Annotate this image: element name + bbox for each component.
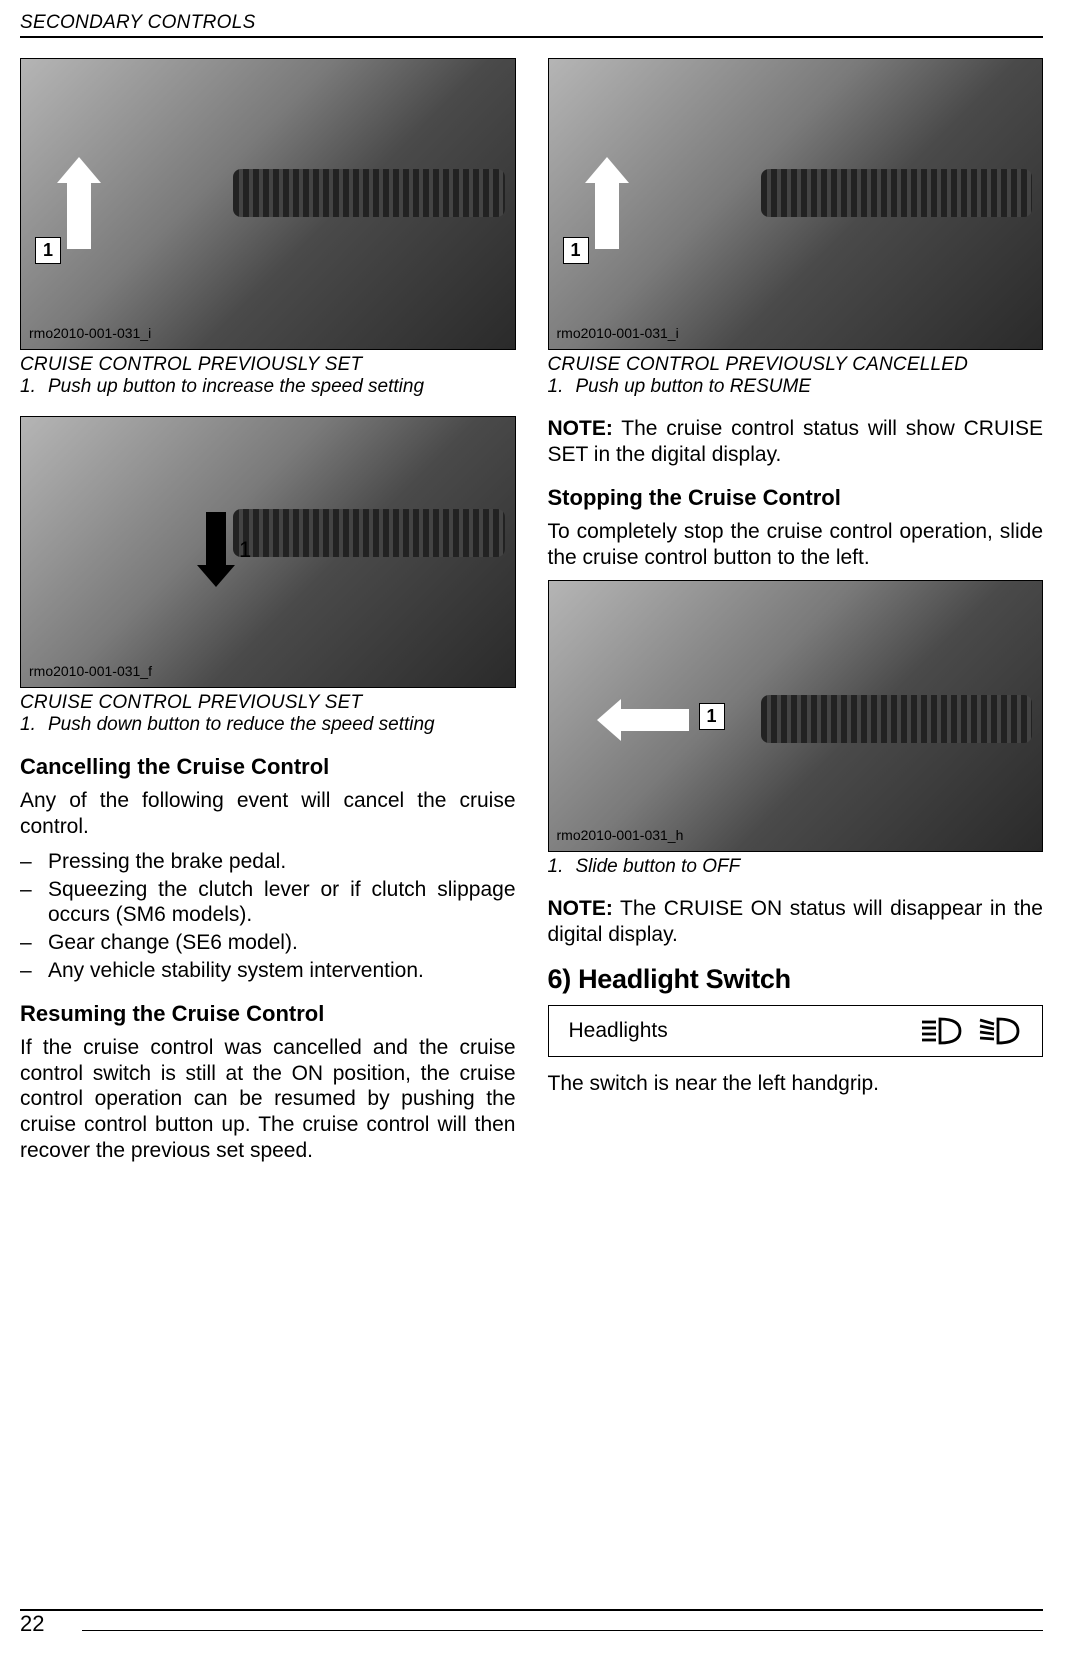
headlight-body: The switch is near the left handgrip.	[548, 1071, 1044, 1097]
resume-body: If the cruise control was cancelled and …	[20, 1035, 516, 1163]
figure-marker: 1	[35, 237, 61, 264]
low-beam-icon	[920, 1016, 964, 1046]
figure-3: 1 rmo2010-001-031_i	[548, 58, 1044, 350]
high-beam-icon	[978, 1016, 1022, 1046]
list-item: Any vehicle stability system interventio…	[48, 958, 424, 984]
heading-stop: Stopping the Cruise Control	[548, 485, 1044, 511]
figure-ref: rmo2010-001-031_i	[557, 325, 679, 341]
figure-caption-title: CRUISE CONTROL PREVIOUSLY SET	[20, 354, 516, 376]
figure-4: 1 rmo2010-001-031_h	[548, 580, 1044, 852]
section-header: SECONDARY CONTROLS	[20, 12, 1043, 38]
caption-item: Slide button to OFF	[576, 856, 741, 878]
page-footer: 22	[20, 1609, 1043, 1637]
note-1: NOTE: The cruise control status will sho…	[548, 416, 1044, 467]
note-2: NOTE: The CRUISE ON status will disappea…	[548, 896, 1044, 947]
figure-marker: 1	[239, 537, 251, 563]
right-column: 1 rmo2010-001-031_i CRUISE CONTROL PREVI…	[548, 58, 1044, 1173]
figure-ref: rmo2010-001-031_h	[557, 827, 684, 843]
figure-caption-title: CRUISE CONTROL PREVIOUSLY CANCELLED	[548, 354, 1044, 376]
cancel-intro: Any of the following event will cancel t…	[20, 788, 516, 839]
note-body: The cruise control status will show CRUI…	[548, 417, 1044, 466]
headlight-box: Headlights	[548, 1005, 1044, 1057]
caption-item: Push up button to increase the speed set…	[48, 376, 424, 398]
left-column: 1 rmo2010-001-031_i CRUISE CONTROL PREVI…	[20, 58, 516, 1173]
figure-marker: 1	[699, 703, 725, 730]
heading-cancel: Cancelling the Cruise Control	[20, 754, 516, 780]
footer-rule	[82, 1621, 1043, 1631]
list-item: Gear change (SE6 model).	[48, 930, 298, 956]
stop-body: To completely stop the cruise control op…	[548, 519, 1044, 570]
figure-caption-list: 1.Push up button to increase the speed s…	[20, 376, 516, 398]
heading-headlight: 6) Headlight Switch	[548, 964, 1044, 995]
list-item: Pressing the brake pedal.	[48, 849, 286, 875]
page-number: 22	[20, 1611, 44, 1637]
figure-ref: rmo2010-001-031_i	[29, 325, 151, 341]
heading-resume: Resuming the Cruise Control	[20, 1001, 516, 1027]
figure-caption-list: 1.Push down button to reduce the speed s…	[20, 714, 516, 736]
list-item: Squeezing the clutch lever or if clutch …	[48, 877, 516, 928]
figure-1: 1 rmo2010-001-031_i	[20, 58, 516, 350]
caption-item: Push down button to reduce the speed set…	[48, 714, 435, 736]
note-label: NOTE:	[548, 897, 613, 920]
note-body: The CRUISE ON status will disappear in t…	[548, 897, 1044, 946]
section-title: SECONDARY CONTROLS	[20, 12, 1043, 34]
figure-caption-title: CRUISE CONTROL PREVIOUSLY SET	[20, 692, 516, 714]
figure-caption-list: 1.Push up button to RESUME	[548, 376, 1044, 398]
figure-caption-list: 1.Slide button to OFF	[548, 856, 1044, 878]
figure-2: 1 rmo2010-001-031_f	[20, 416, 516, 688]
headlight-label: Headlights	[569, 1019, 668, 1043]
figure-ref: rmo2010-001-031_f	[29, 663, 152, 679]
cancel-list: –Pressing the brake pedal. –Squeezing th…	[20, 849, 516, 983]
figure-marker: 1	[563, 237, 589, 264]
note-label: NOTE:	[548, 417, 613, 440]
caption-item: Push up button to RESUME	[576, 376, 812, 398]
